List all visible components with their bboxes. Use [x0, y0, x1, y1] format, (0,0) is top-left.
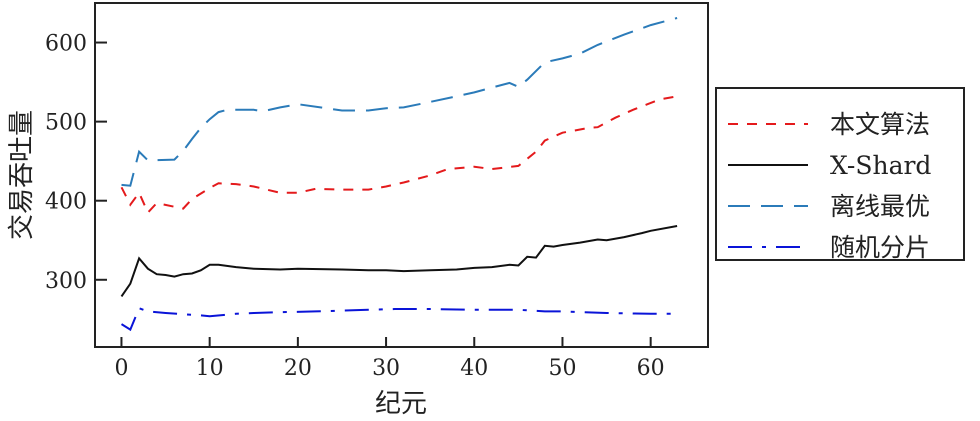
x-tick-label: 30	[372, 356, 400, 381]
y-tick-label: 300	[45, 269, 87, 294]
x-tick-label: 0	[114, 356, 128, 381]
plot-frame	[94, 2, 709, 348]
plot-lines	[120, 17, 678, 332]
x-tick-label: 40	[460, 356, 488, 381]
y-axis: 300 400 500 600	[45, 32, 107, 294]
x-tick-label: 60	[637, 356, 665, 381]
legend-label-3: 随机分片	[830, 233, 930, 262]
series-line-3	[120, 307, 678, 332]
y-tick-label: 600	[45, 32, 87, 57]
legend-label-1: X-Shard	[830, 151, 931, 180]
legend-label-2: 离线最优	[830, 192, 930, 221]
y-axis-label: 交易吞吐量	[7, 110, 37, 240]
legend-frame	[715, 87, 965, 261]
series-line-1	[120, 225, 678, 297]
y-tick-label: 400	[45, 190, 87, 215]
x-axis: 0 10 20 30 40 50 60	[114, 337, 665, 381]
y-tick-label: 500	[45, 111, 87, 136]
x-axis-label: 纪元	[375, 389, 427, 417]
x-tick-label: 10	[196, 356, 224, 381]
series-line-0	[120, 95, 678, 215]
legend-label-0: 本文算法	[830, 110, 930, 139]
series-line-2	[121, 17, 678, 187]
x-tick-label: 50	[548, 356, 576, 381]
x-tick-label: 20	[284, 356, 312, 381]
